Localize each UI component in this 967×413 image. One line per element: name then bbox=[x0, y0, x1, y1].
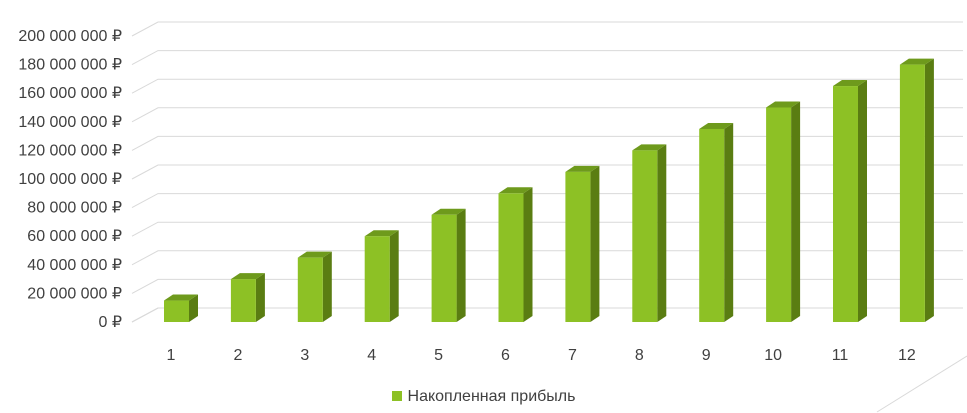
bar-front bbox=[230, 279, 256, 322]
gridline bbox=[131, 250, 963, 266]
bar bbox=[297, 251, 332, 322]
bar bbox=[833, 80, 867, 322]
bar-front bbox=[364, 236, 390, 322]
gridline bbox=[131, 21, 963, 37]
y-tick-label: 80 000 000 ₽ bbox=[27, 200, 122, 217]
bar-top bbox=[833, 80, 867, 87]
bar-side bbox=[791, 101, 801, 322]
y-tick-label: 120 000 000 ₽ bbox=[18, 142, 122, 159]
x-tick-label: 7 bbox=[568, 347, 577, 364]
bar bbox=[164, 294, 198, 322]
bar-side bbox=[924, 58, 934, 322]
y-tick-label: 160 000 000 ₽ bbox=[18, 85, 122, 102]
gridline bbox=[131, 278, 963, 294]
x-tick-label: 8 bbox=[635, 347, 644, 364]
bar bbox=[230, 273, 265, 322]
bar-front bbox=[431, 214, 457, 322]
x-axis-tick-labels: 1 2 3 4 5 6 7 8 9 10 11 12 bbox=[167, 347, 916, 364]
bar-front bbox=[833, 86, 858, 322]
bar bbox=[498, 187, 533, 322]
bar-side bbox=[523, 187, 533, 322]
bar-front bbox=[164, 300, 189, 322]
y-tick-label: 140 000 000 ₽ bbox=[18, 114, 122, 131]
gridline bbox=[131, 221, 963, 237]
bar-top bbox=[565, 165, 600, 172]
y-tick-label: 0 ₽ bbox=[98, 314, 122, 331]
bar bbox=[364, 230, 399, 322]
legend: Накопленная прибыль bbox=[0, 388, 967, 406]
y-tick-label: 20 000 000 ₽ bbox=[27, 285, 122, 302]
gridline bbox=[131, 107, 963, 123]
bar-top bbox=[164, 294, 198, 301]
legend-swatch bbox=[391, 391, 402, 401]
gridlines bbox=[131, 21, 967, 413]
gridline bbox=[131, 164, 963, 180]
bar bbox=[699, 122, 734, 322]
bar-front bbox=[632, 150, 658, 322]
floor-edge bbox=[131, 307, 159, 323]
bar-front bbox=[699, 128, 725, 322]
gridline bbox=[131, 50, 963, 66]
floor-edge bbox=[876, 355, 967, 413]
y-axis-tick-labels: 0 ₽ 20 000 000 ₽ 40 000 000 ₽ 60 000 000 ₽ 8… bbox=[18, 28, 122, 331]
x-tick-label: 4 bbox=[367, 347, 376, 364]
bar-side bbox=[858, 80, 867, 322]
bar-top bbox=[431, 208, 466, 215]
bars bbox=[164, 58, 934, 322]
x-tick-label: 2 bbox=[233, 347, 242, 364]
bar-front bbox=[297, 257, 323, 322]
y-tick-label: 100 000 000 ₽ bbox=[18, 171, 122, 188]
x-tick-label: 9 bbox=[702, 347, 711, 364]
gridline bbox=[131, 193, 963, 209]
bar-side bbox=[389, 230, 399, 322]
bar-side bbox=[456, 208, 466, 322]
bar-front bbox=[899, 64, 925, 322]
bar-top bbox=[230, 273, 265, 280]
gridline bbox=[131, 135, 963, 151]
bar-top bbox=[632, 144, 667, 151]
x-tick-label: 1 bbox=[167, 347, 176, 364]
gridline bbox=[131, 78, 963, 94]
bar-top bbox=[766, 101, 801, 108]
bar bbox=[431, 208, 466, 322]
bar-top bbox=[699, 122, 734, 129]
y-tick-label: 180 000 000 ₽ bbox=[18, 57, 122, 74]
bar-side bbox=[590, 165, 600, 322]
bar-side bbox=[322, 251, 332, 322]
legend-label: Накопленная прибыль bbox=[407, 388, 576, 405]
x-tick-label: 11 bbox=[832, 347, 849, 364]
bar-side bbox=[189, 294, 198, 322]
bar-top bbox=[498, 187, 533, 194]
bar-front bbox=[498, 193, 524, 322]
bar bbox=[565, 165, 600, 322]
bar bbox=[766, 101, 801, 322]
y-tick-label: 40 000 000 ₽ bbox=[27, 257, 122, 274]
bar-side bbox=[657, 144, 667, 322]
bar-side bbox=[724, 122, 734, 322]
x-tick-label: 5 bbox=[434, 347, 443, 364]
x-tick-label: 12 bbox=[898, 347, 916, 364]
bar bbox=[899, 58, 934, 322]
x-tick-label: 3 bbox=[300, 347, 309, 364]
y-tick-label: 60 000 000 ₽ bbox=[27, 228, 122, 245]
bar-top bbox=[297, 251, 332, 258]
x-tick-label: 6 bbox=[501, 347, 510, 364]
x-tick-label: 10 bbox=[764, 347, 782, 364]
y-tick-label: 200 000 000 ₽ bbox=[18, 28, 122, 45]
bar-front bbox=[565, 171, 591, 322]
bar-side bbox=[255, 273, 265, 322]
bar-top bbox=[899, 58, 934, 65]
bar-front bbox=[766, 107, 792, 322]
bar bbox=[632, 144, 667, 322]
bar-top bbox=[364, 230, 399, 237]
